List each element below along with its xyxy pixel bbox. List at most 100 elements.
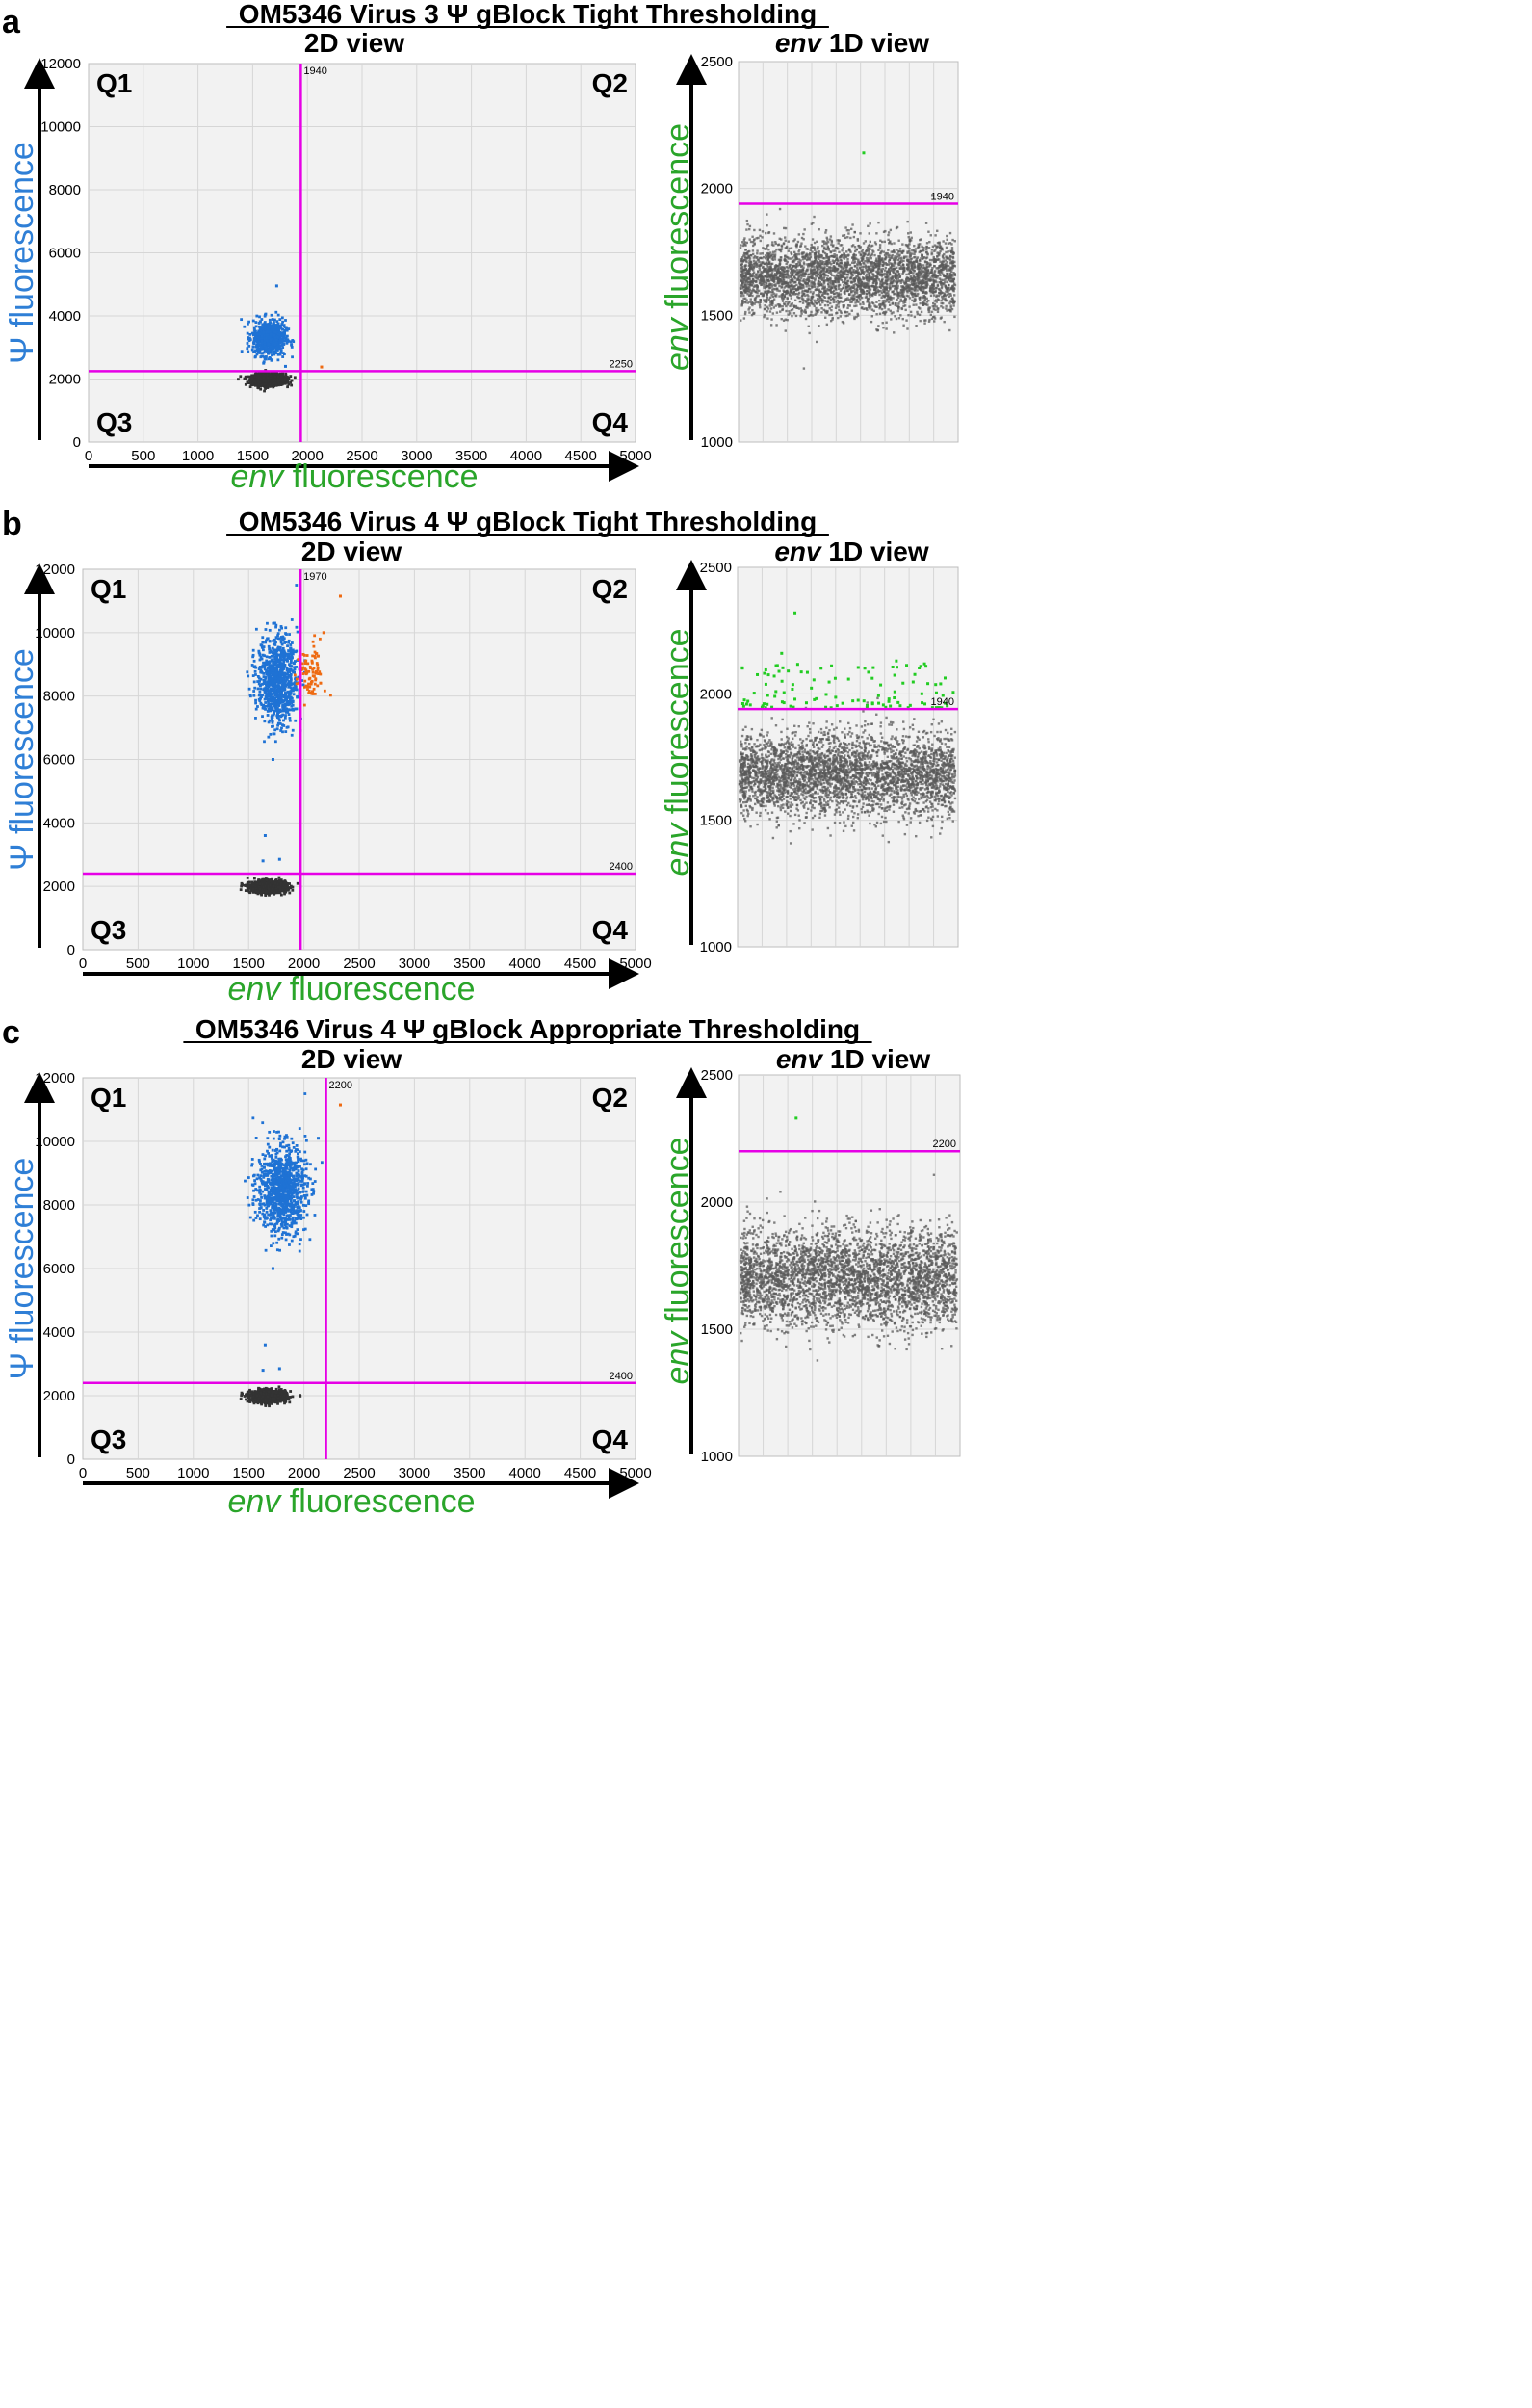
droplet-point xyxy=(259,381,262,384)
droplet-point xyxy=(280,349,283,352)
droplet-point xyxy=(282,352,285,354)
droplet-point xyxy=(289,375,292,378)
droplet-point xyxy=(290,384,293,387)
droplet-point xyxy=(862,249,864,250)
droplet-point xyxy=(243,378,246,380)
droplet-point xyxy=(838,305,840,307)
droplet-point xyxy=(276,336,279,339)
droplet-point xyxy=(808,332,810,334)
droplet-point xyxy=(281,334,284,337)
droplet-point xyxy=(907,314,909,316)
droplet-point xyxy=(774,241,776,243)
droplet-point xyxy=(788,276,790,278)
x-tick-label: 4500 xyxy=(565,448,597,464)
droplet-point xyxy=(281,355,284,358)
droplet-point xyxy=(782,305,784,307)
droplet-point xyxy=(774,258,776,260)
droplet-point xyxy=(838,309,840,311)
droplet-point xyxy=(916,289,918,291)
droplet-point xyxy=(265,380,268,383)
droplet-point xyxy=(888,301,890,303)
droplet-point xyxy=(243,326,246,328)
droplet-point xyxy=(252,320,255,323)
droplet-point xyxy=(274,311,277,314)
droplet-point xyxy=(258,315,261,318)
droplet-point xyxy=(255,333,258,336)
droplet-point xyxy=(275,339,278,342)
droplet-point xyxy=(769,310,771,312)
droplet-point xyxy=(241,350,244,353)
droplet-point xyxy=(275,284,278,287)
droplet-point xyxy=(269,319,272,322)
droplet-point xyxy=(280,376,283,379)
droplet-point xyxy=(925,257,927,259)
droplet-point xyxy=(286,385,289,388)
droplet-point xyxy=(253,328,256,331)
droplet-point xyxy=(270,375,273,378)
droplet-point xyxy=(265,337,268,340)
droplet-point xyxy=(775,249,777,250)
droplet-point xyxy=(279,352,282,354)
droplet-point xyxy=(762,252,764,254)
droplet-point xyxy=(253,340,256,343)
figure: a OM5346 Virus 3 Ψ gBlock Tight Threshold… xyxy=(0,0,1532,2408)
x-axis-label-rest: fluorescence xyxy=(283,458,478,495)
droplet-point xyxy=(284,365,287,368)
droplet-point xyxy=(259,384,262,387)
droplet-point xyxy=(897,240,899,242)
droplet-point xyxy=(284,319,287,322)
droplet-point xyxy=(251,381,254,384)
droplet-point xyxy=(841,279,843,281)
droplet-point xyxy=(771,241,773,243)
y-tick-label: 1000 xyxy=(701,434,733,451)
droplet-point xyxy=(928,241,930,243)
droplet-point xyxy=(853,236,855,238)
droplet-point xyxy=(869,222,870,224)
droplet-point xyxy=(262,362,265,365)
droplet-point xyxy=(237,378,240,380)
droplet-point xyxy=(281,321,284,324)
droplet-point xyxy=(759,304,761,306)
quadrant-label-q2: Q2 xyxy=(592,68,628,98)
droplet-point xyxy=(899,314,901,316)
droplet-point xyxy=(290,344,293,347)
droplet-point xyxy=(281,316,284,319)
droplet-point xyxy=(264,328,267,331)
droplet-point xyxy=(889,304,891,306)
view1d-title-italic: env xyxy=(775,28,823,58)
droplet-point xyxy=(278,328,281,331)
droplet-point xyxy=(913,245,915,247)
droplet-point xyxy=(273,344,276,347)
droplet-point xyxy=(897,302,899,304)
droplet-point xyxy=(798,253,800,255)
droplet-point xyxy=(909,297,911,299)
droplet-point xyxy=(824,317,826,319)
droplet-point xyxy=(278,318,281,321)
droplet-point xyxy=(923,322,925,324)
droplet-point xyxy=(838,251,840,253)
droplet-point xyxy=(263,390,266,393)
droplet-point xyxy=(884,306,886,308)
droplet-point xyxy=(277,314,280,317)
droplet-point xyxy=(916,311,918,313)
droplet-point xyxy=(866,257,868,259)
droplet-point xyxy=(906,295,908,297)
droplet-point xyxy=(267,377,270,380)
droplet-point xyxy=(278,331,281,334)
droplet-point xyxy=(884,241,886,243)
droplet-point xyxy=(247,332,249,335)
droplet-point xyxy=(273,353,275,356)
droplet-point xyxy=(778,285,780,287)
droplet-point xyxy=(251,332,254,335)
droplet-point xyxy=(287,327,290,330)
droplet-point xyxy=(928,247,930,249)
droplet-point xyxy=(929,277,931,279)
droplet-point xyxy=(885,267,887,269)
droplet-point xyxy=(280,344,283,347)
droplet-point xyxy=(856,292,858,294)
droplet-point xyxy=(271,359,273,362)
droplet-point xyxy=(267,343,270,346)
droplet-point xyxy=(766,213,767,215)
droplet-point xyxy=(803,228,805,230)
droplet-point xyxy=(246,347,248,350)
